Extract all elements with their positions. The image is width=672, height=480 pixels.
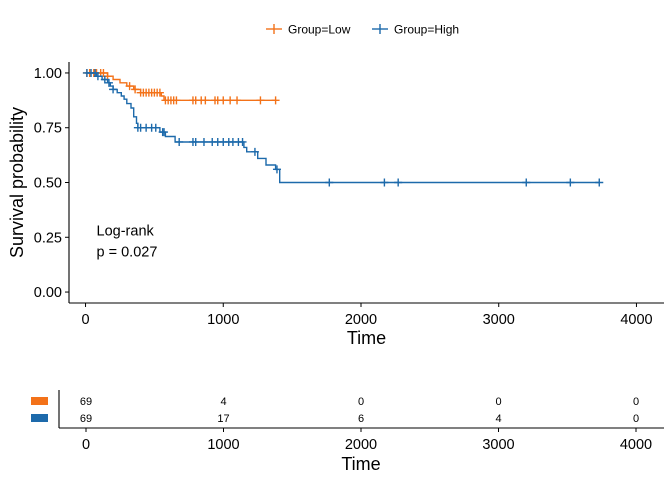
y-tick-label: 0.75 bbox=[34, 121, 62, 137]
survival-curve-high bbox=[85, 72, 600, 184]
legend-label: Group=Low bbox=[288, 23, 351, 37]
risk-table-x-axis-title: Time bbox=[341, 454, 380, 474]
censor-mark-high bbox=[250, 147, 259, 156]
censor-mark-high bbox=[595, 178, 604, 187]
risk-count-cell: 0 bbox=[495, 396, 501, 408]
censor-mark-high bbox=[151, 123, 160, 132]
main-axes: 0.00 0.25 0.50 0.75 1.00 0 1000 2000 3000 4000 bbox=[34, 62, 664, 328]
legend-label: Group=High bbox=[394, 23, 459, 37]
legend: Group=Low Group=High bbox=[266, 23, 459, 37]
censor-mark-high bbox=[380, 178, 389, 187]
censor-mark-high bbox=[93, 72, 102, 81]
pvalue-label: p = 0.027 bbox=[97, 245, 158, 261]
y-tick-label: 0.00 bbox=[34, 285, 62, 301]
x-axis-title: Time bbox=[347, 328, 386, 348]
censor-mark-high bbox=[199, 137, 208, 146]
censor-mark-high bbox=[175, 137, 184, 146]
censor-mark-high bbox=[238, 137, 247, 146]
censor-mark-low bbox=[226, 96, 235, 105]
censor-mark-low bbox=[99, 68, 108, 77]
censor-mark-high bbox=[160, 128, 169, 137]
risk-row-color-key bbox=[31, 414, 48, 422]
risk-x-tick-label: 4000 bbox=[620, 437, 652, 453]
x-tick-label: 0 bbox=[81, 312, 89, 328]
censor-mark-high bbox=[104, 78, 113, 87]
censor-mark-low bbox=[233, 96, 242, 105]
logrank-label: Log-rank bbox=[97, 224, 155, 240]
censor-mark-low bbox=[201, 96, 210, 105]
y-tick-label: 1.00 bbox=[34, 66, 62, 82]
censor-mark-high bbox=[191, 137, 200, 146]
risk-x-tick-label: 3000 bbox=[482, 437, 514, 453]
censor-mark-high bbox=[566, 178, 575, 187]
risk-count-cell: 6 bbox=[358, 413, 364, 425]
risk-row-color-key bbox=[31, 397, 48, 405]
y-tick-label: 0.25 bbox=[34, 230, 62, 246]
censor-mark-low bbox=[155, 88, 164, 97]
logrank-annotation: Log-rank p = 0.027 bbox=[97, 224, 158, 261]
x-tick-label: 4000 bbox=[620, 312, 652, 328]
risk-count-cell: 0 bbox=[633, 413, 639, 425]
y-tick-label: 0.50 bbox=[34, 176, 62, 192]
risk-count-cell: 4 bbox=[495, 413, 501, 425]
censor-mark-high bbox=[100, 75, 109, 84]
censor-mark-low bbox=[125, 82, 134, 91]
censor-mark-high bbox=[394, 178, 403, 187]
x-tick-label: 2000 bbox=[345, 312, 377, 328]
censor-mark-high bbox=[325, 178, 334, 187]
censor-mark-low bbox=[172, 96, 181, 105]
censor-mark-high bbox=[109, 85, 118, 94]
survival-curve-low bbox=[85, 72, 276, 101]
censor-mark-low bbox=[131, 85, 140, 94]
risk-count-cell: 0 bbox=[358, 396, 364, 408]
x-tick-label: 3000 bbox=[483, 312, 515, 328]
risk-x-tick-label: 0 bbox=[82, 437, 90, 453]
risk-x-tick-label: 2000 bbox=[345, 437, 377, 453]
censor-mark-high bbox=[522, 178, 531, 187]
censor-mark-low bbox=[219, 96, 228, 105]
x-tick-label: 1000 bbox=[207, 312, 239, 328]
risk-table: 69 4 0 0 069 17 6 4 00 1000 2000 3000 4000 bbox=[31, 390, 664, 453]
y-axis-title: Survival probability bbox=[7, 107, 27, 258]
censor-mark-low bbox=[256, 96, 265, 105]
risk-count-cell: 17 bbox=[217, 413, 229, 425]
risk-count-cell: 0 bbox=[633, 396, 639, 408]
risk-count-cell: 69 bbox=[80, 413, 92, 425]
risk-count-cell: 4 bbox=[220, 396, 226, 408]
censor-mark-high bbox=[272, 165, 281, 174]
risk-x-tick-label: 1000 bbox=[207, 437, 239, 453]
main-plot-marks bbox=[82, 68, 604, 187]
risk-count-cell: 69 bbox=[80, 396, 92, 408]
censor-mark-low bbox=[271, 96, 280, 105]
